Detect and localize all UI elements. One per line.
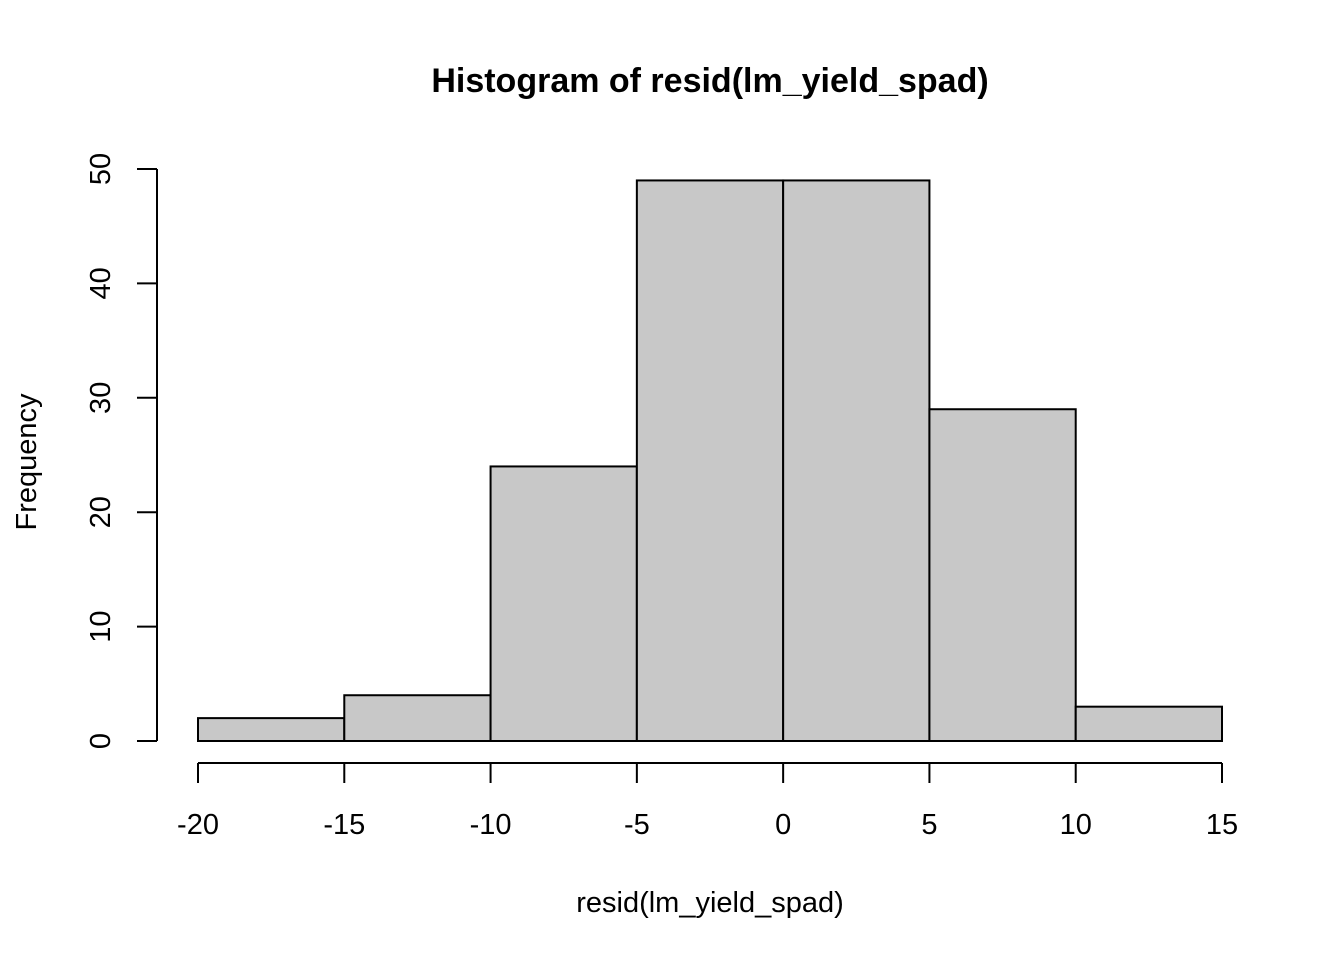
y-tick-label-4: 40 — [85, 267, 117, 299]
x-tick-label-6: 10 — [1060, 809, 1092, 841]
x-axis: -20 -15 -10 -5 0 5 10 15 — [177, 762, 1238, 841]
y-tick-label-0: 0 — [85, 733, 117, 749]
chart-title: Histogram of resid(lm_yield_spad) — [431, 62, 988, 100]
x-tick-label-1: -15 — [323, 809, 365, 841]
y-tick-label-3: 30 — [85, 382, 117, 414]
y-axis-label: Frequency — [11, 393, 43, 531]
histogram-bar-1 — [343, 694, 492, 742]
x-tick-label-4: 0 — [775, 809, 791, 841]
histogram-bar-6 — [1074, 705, 1223, 742]
x-axis-label: resid(lm_yield_spad) — [576, 887, 844, 919]
histogram-bar-2 — [489, 465, 638, 742]
y-axis: 0 10 20 30 40 50 — [85, 153, 158, 749]
bars-group — [197, 179, 1223, 742]
y-tick-label-2: 20 — [85, 496, 117, 528]
histogram-bar-3 — [635, 179, 785, 742]
x-tick-label-3: -5 — [624, 809, 650, 841]
histogram-bar-0 — [197, 717, 346, 742]
y-tick-label-1: 10 — [85, 610, 117, 642]
histogram-bar-5 — [928, 408, 1077, 742]
x-tick-label-5: 5 — [921, 809, 937, 841]
x-tick-label-2: -10 — [470, 809, 512, 841]
x-tick-label-0: -20 — [177, 809, 219, 841]
y-tick-label-5: 50 — [85, 153, 117, 185]
x-tick-label-7: 15 — [1206, 809, 1238, 841]
histogram-bar-4 — [782, 179, 931, 742]
